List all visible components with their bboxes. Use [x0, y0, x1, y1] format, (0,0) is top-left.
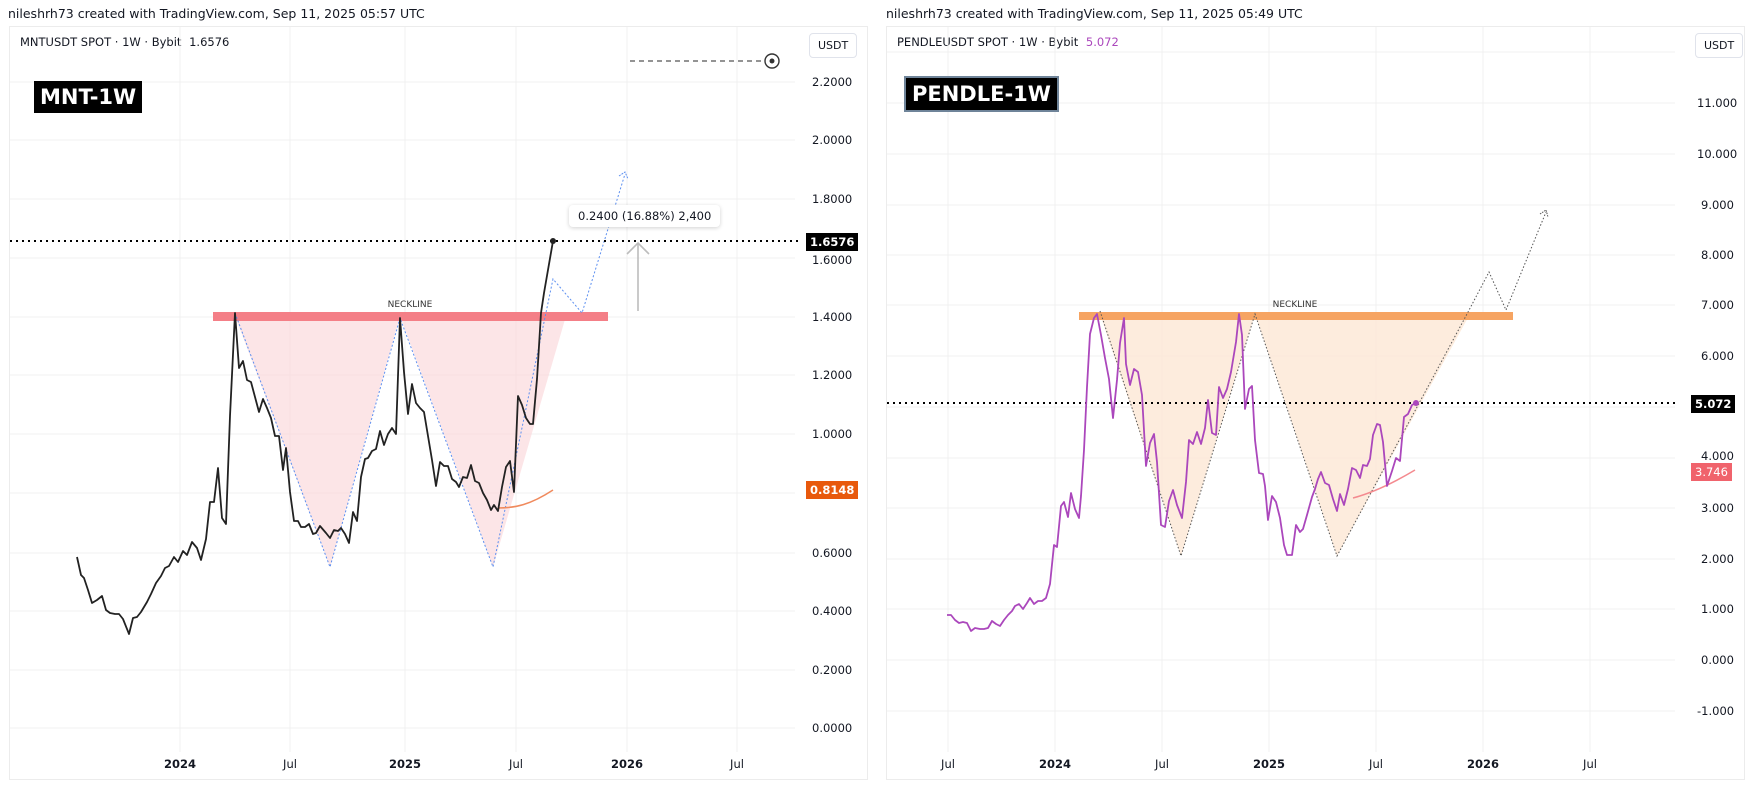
y-tick: 7.000 — [1701, 298, 1734, 312]
x-tick: Jul — [1583, 757, 1597, 771]
current-price-box: 5.072 — [1691, 395, 1736, 413]
x-tick: Jul — [1369, 757, 1383, 771]
y-tick: 1.4000 — [812, 310, 853, 324]
y-tick: 4.000 — [1701, 449, 1734, 463]
x-tick: Jul — [730, 757, 744, 771]
measure-label: 0.2400 (16.88%) 2,400 — [569, 205, 721, 227]
mnt-price-series — [76, 240, 554, 635]
mnt-chart-svg: NECKLINE — [10, 27, 800, 752]
y-tick: 2.0000 — [812, 133, 853, 147]
x-tick: 2026 — [610, 757, 644, 771]
symbol-price: 5.072 — [1085, 35, 1119, 49]
x-tick: 2025 — [388, 757, 422, 771]
mnt-pattern-fill — [235, 316, 566, 567]
symbol-name: PENDLEUSDT SPOT · 1W · Bybit — [897, 35, 1079, 49]
mnt-neckline-band — [213, 312, 608, 321]
x-tick: 2024 — [163, 757, 197, 771]
y-tick: 9.000 — [1701, 198, 1734, 212]
y-tick: 0.2000 — [812, 663, 853, 677]
symbol-header: PENDLEUSDT SPOT · 1W · Bybit 5.072 — [897, 35, 1119, 49]
symbol-name: MNTUSDT SPOT · 1W · Bybit — [20, 35, 182, 49]
symbol-price: 1.6576 — [189, 35, 230, 49]
pendle-arrowhead — [1539, 209, 1549, 218]
target-icon — [764, 53, 780, 69]
mnt-last-point — [550, 238, 556, 244]
neckline-label: NECKLINE — [1273, 300, 1318, 310]
y-tick: -1.000 — [1697, 704, 1735, 718]
y-tick: 1.0000 — [812, 427, 853, 441]
mnt-arrowhead — [618, 171, 629, 180]
y-tick: 0.6000 — [812, 546, 853, 560]
y-tick: 10.000 — [1697, 147, 1738, 161]
y-tick: 1.6000 — [812, 253, 853, 267]
y-tick: 1.000 — [1701, 602, 1734, 616]
pendle-price-series — [947, 313, 1417, 632]
y-tick: 0.0000 — [812, 721, 853, 735]
y-tick: 2.000 — [1701, 552, 1734, 566]
credit-left: nileshrh73 created with TradingView.com,… — [8, 6, 425, 21]
x-tick: 2024 — [1038, 757, 1072, 771]
pendle-ma-curve — [1352, 469, 1416, 499]
pendle-neckline-band — [1079, 312, 1513, 320]
unit-button[interactable]: USDT — [1695, 33, 1744, 58]
y-tick: 1.2000 — [812, 368, 853, 382]
pendle-last-point — [1413, 400, 1419, 406]
y-tick: 0.4000 — [812, 604, 853, 618]
pendle-tag: PENDLE-1W — [904, 76, 1059, 112]
current-price-box: 1.6576 — [806, 233, 859, 251]
mnt-tag: MNT-1W — [34, 81, 143, 113]
y-tick: 2.2000 — [812, 75, 853, 89]
x-tick: Jul — [941, 757, 955, 771]
y-tick: 8.000 — [1701, 248, 1734, 262]
symbol-header: MNTUSDT SPOT · 1W · Bybit 1.6576 — [20, 35, 229, 49]
ma-price-box: 3.746 — [1691, 463, 1732, 481]
pendle-pattern-fill — [1100, 314, 1470, 556]
y-tick: 6.000 — [1701, 349, 1734, 363]
x-tick: Jul — [283, 757, 297, 771]
ma-price-box: 0.8148 — [806, 481, 859, 499]
mnt-ma-curve — [497, 489, 554, 509]
neckline-label: NECKLINE — [388, 300, 433, 310]
y-tick: 11.000 — [1697, 96, 1738, 110]
credit-right: nileshrh73 created with TradingView.com,… — [886, 6, 1303, 21]
unit-button[interactable]: USDT — [809, 33, 858, 58]
x-tick: 2025 — [1252, 757, 1286, 771]
y-tick: 0.000 — [1701, 653, 1734, 667]
x-tick: Jul — [1155, 757, 1169, 771]
y-tick: 3.000 — [1701, 501, 1734, 515]
y-tick: 1.8000 — [812, 192, 853, 206]
x-tick: 2026 — [1466, 757, 1500, 771]
x-tick: Jul — [509, 757, 523, 771]
